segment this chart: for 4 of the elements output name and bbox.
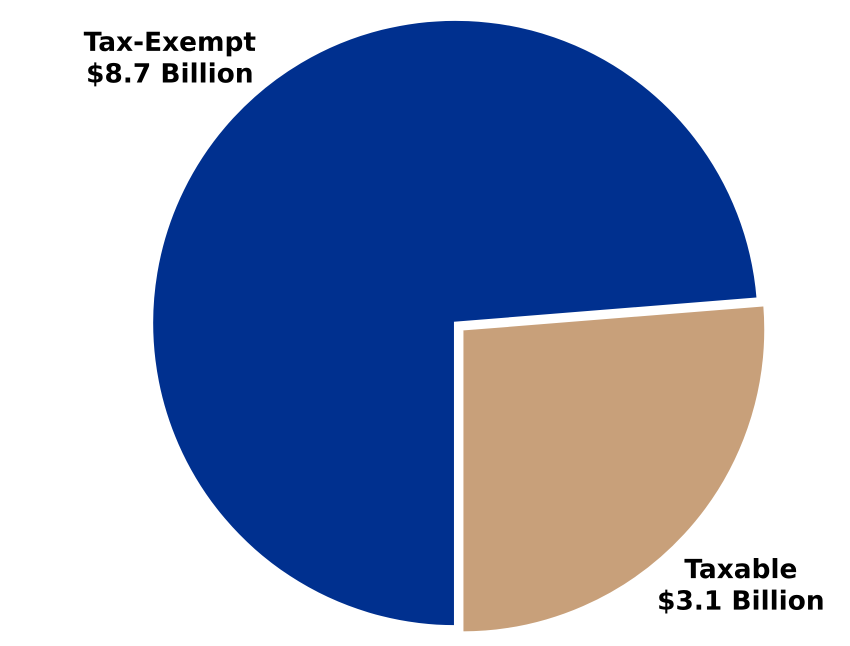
data-label: $3.1 Billion bbox=[659, 590, 823, 614]
data-label: $8.7 Billion bbox=[88, 62, 252, 86]
slice-label: Taxable bbox=[684, 558, 796, 578]
slice-label: Tax-Exempt bbox=[84, 32, 256, 56]
